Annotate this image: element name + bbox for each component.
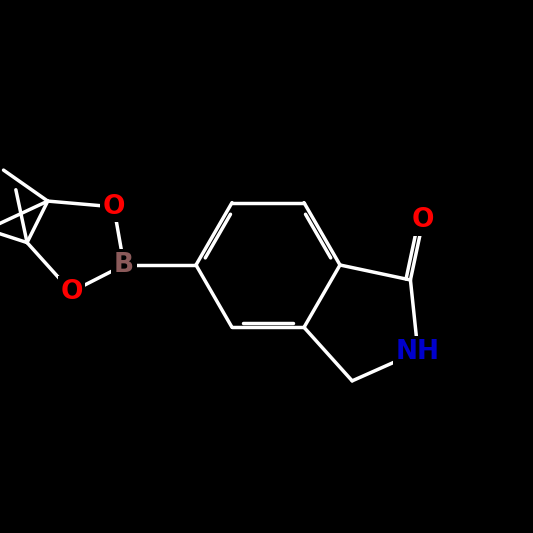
- Text: O: O: [412, 207, 434, 233]
- Text: B: B: [114, 252, 134, 278]
- Text: O: O: [102, 194, 125, 220]
- Text: NH: NH: [396, 338, 440, 365]
- Text: O: O: [60, 279, 83, 305]
